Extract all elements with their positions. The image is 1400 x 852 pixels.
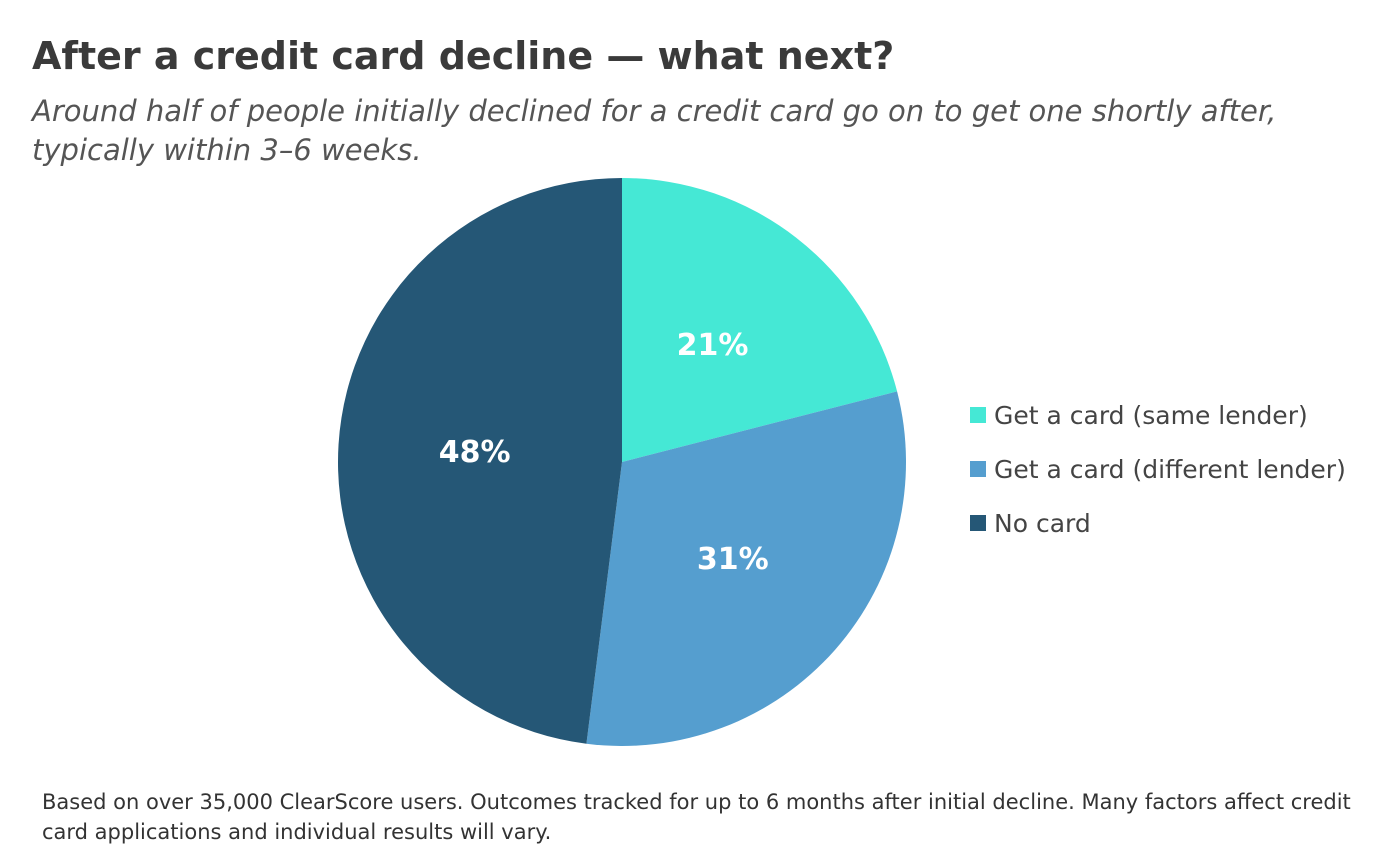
legend-item: No card [970,496,1346,550]
slice-data-label: 21% [677,328,749,363]
slice-data-label: 48% [439,435,511,470]
legend-swatch [970,461,986,477]
legend-item: Get a card (different lender) [970,442,1346,496]
legend-label: Get a card (same lender) [994,400,1308,430]
pie-slice-2 [586,391,907,746]
legend-item: Get a card (same lender) [970,388,1346,442]
legend-label: No card [994,508,1091,538]
pie-slice-3 [337,178,622,744]
pie-slice-1 [622,178,898,462]
chart-subtitle: Around half of people initially declined… [32,94,1277,167]
legend-swatch [970,407,986,423]
legend-label: Get a card (different lender) [994,454,1346,484]
chart-legend: Get a card (same lender) Get a card (diff… [970,388,1346,550]
chart-title: After a credit card decline — what next? [32,34,895,78]
legend-swatch [970,515,986,531]
slice-data-label: 31% [697,542,769,577]
chart-footnote: Based on over 35,000 ClearScore users. O… [42,790,1351,844]
